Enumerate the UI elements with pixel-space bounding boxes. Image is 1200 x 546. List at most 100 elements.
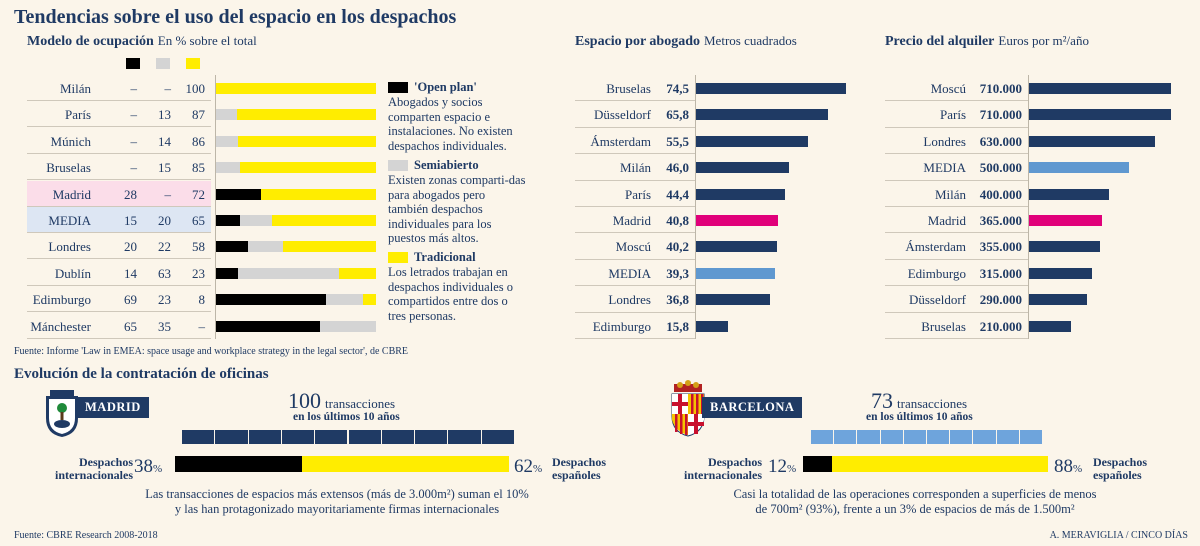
madrid-right-pct: 62%	[514, 456, 542, 478]
rent-title-text: Precio del alquiler	[885, 34, 995, 49]
rent-value-label: 400.000	[979, 186, 1022, 202]
rent-category-label: Milán	[934, 186, 966, 202]
occupancy-segment-open-plan	[216, 294, 327, 306]
rent-row-edimburgo: Edimburgo 315.000	[885, 260, 1028, 287]
occupancy-semiabierto-value: 22	[158, 239, 171, 255]
occupancy-segment-open-plan	[216, 241, 248, 253]
occupancy-city: Madrid	[52, 186, 91, 202]
occupancy-semiabierto-value: 14	[158, 133, 171, 149]
occupancy-city: Bruselas	[46, 160, 91, 176]
occupancy-title: Modelo de ocupación En % sobre el total	[27, 33, 257, 50]
occupancy-segment-semiabierto	[248, 241, 284, 253]
legend-open-plan-title: 'Open plan'	[414, 80, 477, 94]
occupancy-open-plan-value: 20	[124, 239, 137, 255]
space-value-label: 55,5	[666, 133, 689, 149]
occupancy-row-madrid: Madrid 28 – 72	[27, 180, 211, 207]
space-row-madrid: Madrid 40,8	[575, 207, 695, 234]
madrid-left-pct-sign: %	[153, 463, 163, 475]
credit: A. MERAVIGLIA / CINCO DÍAS	[1049, 530, 1188, 541]
occupancy-city: Dublín	[54, 265, 91, 281]
occupancy-segment-tradicional	[272, 215, 376, 226]
rent-category-label: Moscú	[930, 81, 966, 96]
occupancy-tradicional-value: 58	[192, 239, 205, 255]
occupancy-city: Londres	[48, 239, 91, 255]
source-note-bottom: Fuente: CBRE Research 2008-2018	[14, 530, 158, 541]
rent-bar-bruselas	[1029, 320, 1071, 332]
evolution-title: Evolución de la contratación de oficinas	[14, 366, 269, 382]
occupancy-bar-edimburgo	[216, 294, 376, 306]
transaction-block	[182, 430, 216, 444]
barcelona-right-pct-sign: %	[1073, 463, 1083, 475]
madrid-left-label: Despachos internacionales	[55, 455, 133, 482]
occupancy-segment-tradicional	[363, 294, 376, 306]
occupancy-tradicional-value: 72	[192, 186, 205, 202]
occupancy-bar-bruselas	[216, 162, 376, 174]
madrid-tag: MADRID	[77, 397, 149, 418]
space-bar-bruselas	[696, 83, 846, 94]
space-title: Espacio por abogado Metros cuadrados	[575, 33, 797, 50]
rent-bar-moscu	[1029, 83, 1171, 94]
space-bar-dusseldorf	[696, 109, 829, 121]
space-row-media: MEDIA 39,3	[575, 260, 695, 287]
occupancy-segment-tradicional	[339, 267, 376, 279]
transaction-block	[880, 430, 904, 444]
transaction-block	[315, 430, 349, 444]
madrid-note-line1: Las transacciones de espacios más extens…	[145, 487, 529, 501]
space-category-label: Milán	[619, 160, 651, 176]
rent-value-label: 500.000	[979, 160, 1022, 176]
barcelona-right-pct-number: 88	[1054, 456, 1073, 477]
madrid-period: en los últimos 10 años	[293, 411, 400, 423]
space-category-label: Londres	[608, 292, 651, 308]
space-row-amsterdam: Ámsterdam 55,5	[575, 128, 695, 155]
rent-value-label: 315.000	[979, 265, 1022, 281]
legend-semiabierto-title: Semiabierto	[414, 158, 479, 172]
space-bar-edimburgo	[696, 320, 728, 332]
space-title-text: Espacio por abogado	[575, 34, 700, 49]
barcelona-note-line2: de 700m² (93%), frente a un 3% de espaci…	[755, 502, 1075, 516]
occupancy-segment-open-plan	[216, 215, 240, 226]
barcelona-split-bar	[803, 456, 1048, 472]
space-category-label: París	[625, 186, 651, 202]
transaction-block	[903, 430, 927, 444]
occupancy-semiabierto-value: 23	[158, 292, 171, 308]
occupancy-city: Milán	[59, 81, 91, 96]
occupancy-row-edimburgo: Edimburgo 69 23 8	[27, 286, 211, 313]
space-bar-media	[696, 267, 776, 279]
occupancy-open-plan-value: 14	[124, 265, 137, 281]
occupancy-segment-semiabierto	[216, 109, 237, 121]
space-bar-madrid	[696, 215, 779, 226]
page-title: Tendencias sobre el uso del espacio en l…	[14, 6, 457, 28]
rent-row-milan: Milán 400.000	[885, 181, 1028, 207]
barcelona-left-pct-number: 12	[768, 456, 787, 477]
occupancy-city: Mánchester	[30, 318, 91, 334]
key-open-plan-swatch	[126, 58, 140, 69]
barcelona-transaction-blocks	[811, 430, 1043, 444]
rent-subtitle: Euros por m²/año	[998, 33, 1089, 48]
transaction-block	[381, 430, 416, 444]
madrid-note-line2: y las han protagonizado mayoritariamente…	[174, 502, 500, 516]
barcelona-tag: BARCELONA	[702, 397, 803, 418]
transaction-block	[348, 430, 382, 444]
occupancy-segment-semiabierto	[216, 162, 240, 174]
space-value-label: 36,8	[666, 292, 689, 308]
occupancy-bar-madrid	[216, 188, 376, 200]
occupancy-tradicional-value: 8	[198, 292, 206, 308]
occupancy-bar-londres	[216, 241, 376, 253]
space-row-londres: Londres 36,8	[575, 286, 695, 313]
legend-semiabierto-text: Existen zonas comparti-das para abogados…	[388, 173, 526, 245]
barcelona-note: Casi la totalidad de las operaciones cor…	[700, 487, 1130, 517]
occupancy-city: Múnich	[50, 133, 91, 149]
transaction-block	[834, 430, 858, 444]
rent-row-paris: París 710.000	[885, 101, 1028, 128]
occupancy-city: MEDIA	[48, 213, 91, 228]
space-row-moscu: Moscú 40,2	[575, 233, 695, 260]
rent-value-label: 710.000	[979, 107, 1022, 123]
legend-tradicional-swatch	[388, 252, 408, 263]
madrid-split-bar	[175, 456, 509, 472]
space-category-label: Madrid	[612, 213, 651, 228]
occupancy-semiabierto-value: –	[164, 186, 172, 202]
space-bar-londres	[696, 294, 771, 306]
occupancy-segment-tradicional	[216, 83, 376, 94]
occupancy-row-paris: París – 13 87	[27, 101, 211, 128]
madrid-count: 100 transacciones	[288, 388, 395, 414]
